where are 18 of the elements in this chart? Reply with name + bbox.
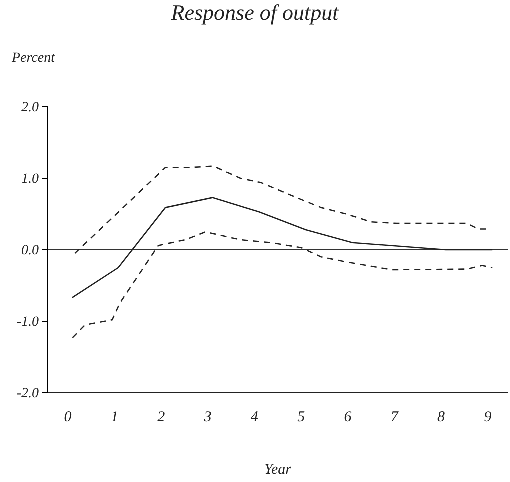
y-tick-label: 2.0 bbox=[22, 100, 39, 116]
x-tick-label: 0 bbox=[64, 410, 72, 426]
x-tick-label: 1 bbox=[110, 410, 118, 426]
x-axis-title: Year bbox=[264, 462, 292, 478]
x-tick-label: 6 bbox=[344, 410, 352, 426]
x-tick-label: 3 bbox=[203, 410, 212, 426]
y-tick-label: 1.0 bbox=[22, 172, 39, 187]
x-tick-label: 2 bbox=[158, 410, 166, 426]
x-tick-label: 4 bbox=[250, 410, 259, 426]
x-tick-label: 8 bbox=[438, 410, 446, 426]
x-tick-label: 9 bbox=[484, 410, 492, 426]
x-tick-label: 5 bbox=[298, 410, 306, 426]
y-tick-label: 0.0 bbox=[22, 243, 39, 258]
x-tick-label: 7 bbox=[390, 410, 400, 426]
chart-title: Response of output bbox=[170, 0, 340, 25]
y-tick-label: -2.0 bbox=[16, 386, 39, 402]
y-tick-label: -1.0 bbox=[16, 314, 39, 330]
y-axis-title: Percent bbox=[11, 51, 56, 66]
